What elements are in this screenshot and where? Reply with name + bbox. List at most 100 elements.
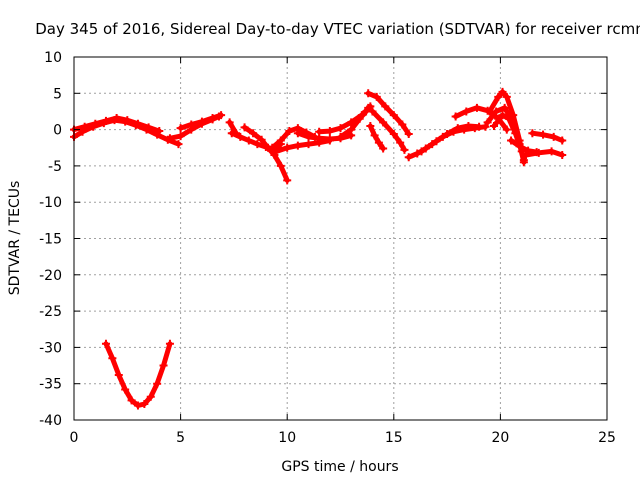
data-point [174, 140, 183, 149]
data-point [159, 361, 168, 370]
y-tick-label: -5 [48, 159, 62, 175]
data-point [276, 161, 285, 170]
data-point [293, 141, 302, 150]
data-point [225, 118, 234, 127]
series-track-24 [528, 129, 567, 145]
data-point [438, 132, 447, 141]
series-line [367, 123, 386, 151]
data-point [451, 112, 460, 121]
data-point [519, 158, 528, 167]
data-point [268, 143, 277, 152]
data-point [490, 121, 499, 130]
series-track-16 [368, 107, 409, 154]
data-point [347, 125, 356, 134]
data-point [558, 151, 567, 160]
series-line [508, 138, 540, 155]
series-track-15 [366, 121, 388, 153]
data-point [472, 103, 481, 112]
series-track-14 [364, 89, 413, 138]
data-point [176, 124, 185, 133]
series-track-04 [176, 111, 226, 133]
series-line [523, 148, 565, 158]
data-point [498, 87, 507, 96]
data-point [502, 125, 511, 134]
data-point [389, 111, 398, 120]
x-axis-label: GPS time / hours [281, 459, 398, 475]
data-point [101, 339, 110, 348]
data-point [140, 400, 149, 409]
x-tick-label: 10 [278, 430, 296, 446]
data-point [366, 121, 375, 130]
data-point [511, 129, 520, 138]
data-point [101, 116, 110, 125]
y-tick-label: -20 [39, 268, 62, 284]
data-point [127, 396, 136, 405]
data-point [336, 124, 345, 133]
data-point [428, 140, 437, 149]
series-line [242, 124, 290, 183]
data-point [481, 122, 490, 131]
y-tick-label: -15 [39, 232, 62, 248]
data-point [114, 370, 123, 379]
data-point [498, 111, 507, 120]
data-point [244, 136, 253, 145]
data-point [355, 114, 364, 123]
data-point [400, 145, 409, 154]
data-point [155, 127, 164, 136]
x-tick-label: 25 [598, 430, 616, 446]
y-tick-label: -25 [39, 304, 62, 320]
data-point [379, 118, 388, 127]
x-tick-label: 15 [385, 430, 403, 446]
data-point [534, 148, 543, 157]
y-tick-label: 5 [53, 86, 62, 102]
data-point [283, 143, 292, 152]
data-point [133, 401, 142, 410]
data-point [449, 127, 458, 136]
data-point [494, 92, 503, 101]
tick-labels: 0 5 10 15 20 25 10 5 0 -5 -10 -15 -20 -25 -30 -35 -40 [39, 50, 616, 446]
data-point [249, 129, 258, 138]
data-point [315, 127, 324, 136]
data-point [504, 114, 513, 123]
axis-ticks [73, 56, 608, 421]
x-tick-label: 0 [70, 430, 79, 446]
data-point [253, 140, 262, 149]
y-tick-label: -40 [39, 413, 62, 429]
data-point [108, 354, 117, 363]
series-track-18 [417, 122, 490, 156]
data-point [304, 132, 313, 141]
data-point [133, 119, 142, 128]
series-line [227, 119, 239, 136]
data-series-layer [70, 87, 567, 410]
data-point [470, 124, 479, 133]
series-track-10 [272, 136, 334, 156]
data-point [283, 176, 292, 185]
data-point [521, 151, 530, 160]
y-tick-label: 0 [53, 123, 62, 139]
data-point [507, 136, 516, 145]
data-point [502, 92, 511, 101]
y-tick-label: -10 [39, 195, 62, 211]
series-track-07 [225, 118, 241, 138]
data-point [153, 379, 162, 388]
data-point [146, 392, 155, 401]
data-point [285, 127, 294, 136]
data-point [389, 129, 398, 138]
data-point [558, 136, 567, 145]
data-point [547, 147, 556, 156]
chart-title: Day 345 of 2016, Sidereal Day-to-day VTE… [35, 20, 640, 38]
data-point [381, 102, 390, 111]
data-point [293, 129, 302, 138]
data-point [197, 117, 206, 126]
data-point [515, 142, 524, 151]
data-point [276, 136, 285, 145]
y-axis-label: SDTVAR / TECUs [7, 181, 23, 296]
data-point [368, 107, 377, 116]
data-point [492, 107, 501, 116]
y-tick-label: 10 [44, 50, 62, 66]
data-point [272, 147, 281, 156]
data-point [80, 122, 89, 131]
data-point [413, 149, 422, 158]
series-track-25 [521, 147, 567, 160]
y-tick-label: -30 [39, 340, 62, 356]
